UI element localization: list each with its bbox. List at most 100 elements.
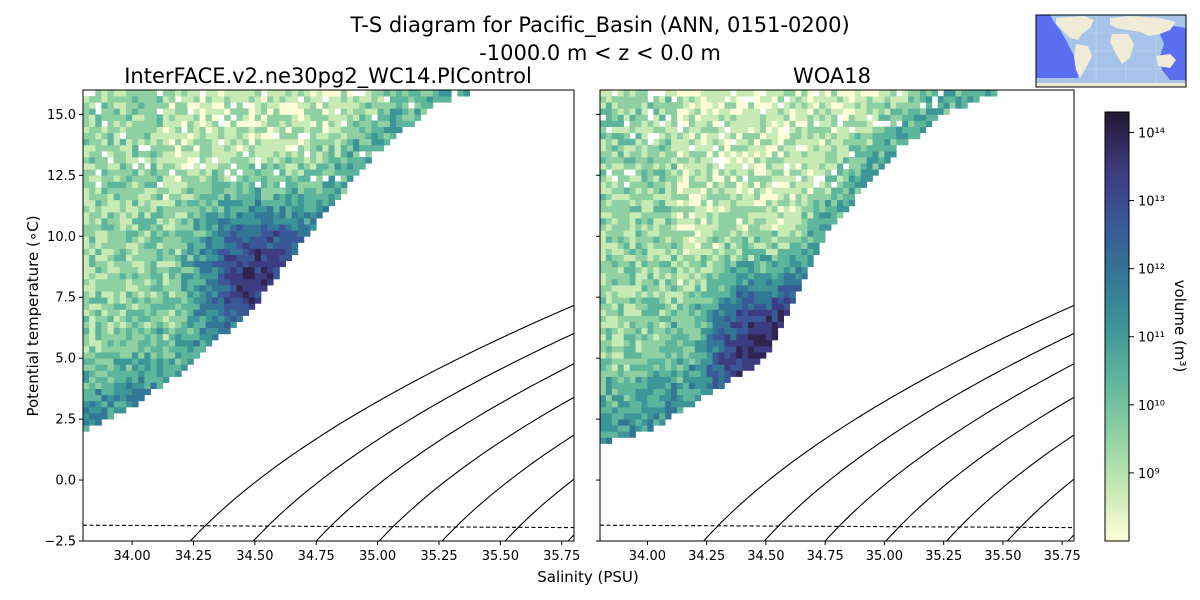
density-cell — [322, 102, 329, 109]
density-cell — [211, 132, 219, 140]
density-cell — [623, 413, 630, 420]
density-cell — [113, 358, 121, 365]
density-cell — [89, 120, 96, 127]
density-cell — [706, 278, 713, 286]
density-cell — [162, 96, 170, 103]
density-cell — [617, 364, 625, 371]
density-cell — [181, 333, 188, 341]
density-cell — [107, 144, 114, 152]
density-cell — [261, 266, 268, 274]
density-cell — [837, 175, 844, 182]
density-cell — [236, 144, 243, 152]
density-cell — [291, 132, 299, 140]
density-cell — [605, 291, 613, 298]
density-cell — [783, 297, 790, 304]
density-cell — [789, 260, 796, 268]
density-cell — [181, 346, 188, 353]
density-cell — [211, 309, 219, 316]
density-cell — [261, 218, 268, 225]
density-cell — [677, 321, 684, 329]
density-cell — [653, 211, 660, 219]
density-cell — [267, 108, 274, 115]
density-cell — [653, 321, 660, 329]
density-cell — [605, 157, 613, 164]
density-cell — [754, 346, 761, 353]
density-cell — [267, 193, 274, 201]
density-cell — [842, 120, 850, 127]
density-cell — [647, 333, 654, 341]
density-cell — [279, 260, 286, 268]
density-cell — [187, 303, 194, 310]
density-cell — [807, 224, 814, 231]
density-cell — [175, 339, 182, 347]
density-cell — [89, 285, 96, 292]
density-cell — [138, 242, 145, 249]
density-cell — [224, 309, 231, 316]
density-cell — [801, 175, 808, 182]
density-cell — [605, 321, 613, 329]
density-cell — [605, 394, 613, 402]
density-cell — [890, 114, 897, 121]
density-cell — [765, 224, 773, 231]
density-cell — [890, 150, 897, 158]
density-cell — [138, 309, 145, 316]
density-cell — [730, 163, 737, 170]
density-cell — [334, 102, 342, 109]
density-cell — [236, 278, 243, 286]
density-cell — [754, 236, 761, 243]
density-cell — [199, 339, 207, 347]
density-cell — [765, 181, 773, 188]
density-cell — [218, 169, 225, 176]
density-cell — [706, 157, 713, 164]
density-cell — [273, 224, 280, 231]
density-cell — [463, 90, 470, 97]
density-cell — [730, 321, 737, 329]
density-cell — [623, 230, 630, 237]
density-cell — [101, 364, 108, 371]
density-cell — [635, 218, 642, 225]
density-cell — [629, 181, 636, 188]
density-cell — [150, 303, 157, 310]
density-cell — [365, 157, 372, 164]
density-cell — [677, 339, 684, 347]
density-cell — [175, 144, 182, 152]
density-cell — [303, 96, 311, 103]
density-cell — [181, 248, 188, 255]
density-cell — [878, 138, 885, 146]
density-cell — [931, 114, 939, 121]
density-cell — [242, 303, 250, 310]
density-cell — [310, 163, 317, 170]
density-cell — [162, 102, 170, 109]
density-cell — [754, 181, 761, 188]
density-cell — [736, 339, 743, 347]
density-cell — [340, 108, 348, 115]
density-cell — [677, 400, 684, 408]
density-cell — [700, 236, 707, 243]
density-cell — [193, 272, 200, 280]
density-cell — [730, 102, 737, 109]
x-tick-label: 34.50 — [747, 549, 784, 564]
density-cell — [641, 327, 648, 335]
density-cell — [801, 90, 808, 97]
density-cell — [629, 138, 636, 146]
density-cell — [181, 120, 188, 127]
density-cell — [677, 218, 684, 225]
density-cell — [771, 187, 779, 194]
density-cell — [600, 230, 607, 237]
density-cell — [132, 187, 139, 194]
density-cell — [83, 315, 90, 322]
density-cell — [126, 187, 133, 194]
density-cell — [83, 150, 90, 158]
density-cell — [261, 278, 268, 286]
isopycnal-25.20 — [702, 304, 1074, 541]
density-cell — [700, 218, 707, 225]
density-cell — [600, 303, 607, 310]
density-cell — [211, 138, 219, 146]
density-cell — [665, 358, 672, 365]
density-cell — [107, 370, 114, 377]
density-cell — [303, 90, 311, 97]
density-cell — [866, 90, 873, 97]
density-cell — [635, 266, 642, 274]
density-cell — [635, 248, 642, 255]
density-cell — [242, 126, 250, 134]
